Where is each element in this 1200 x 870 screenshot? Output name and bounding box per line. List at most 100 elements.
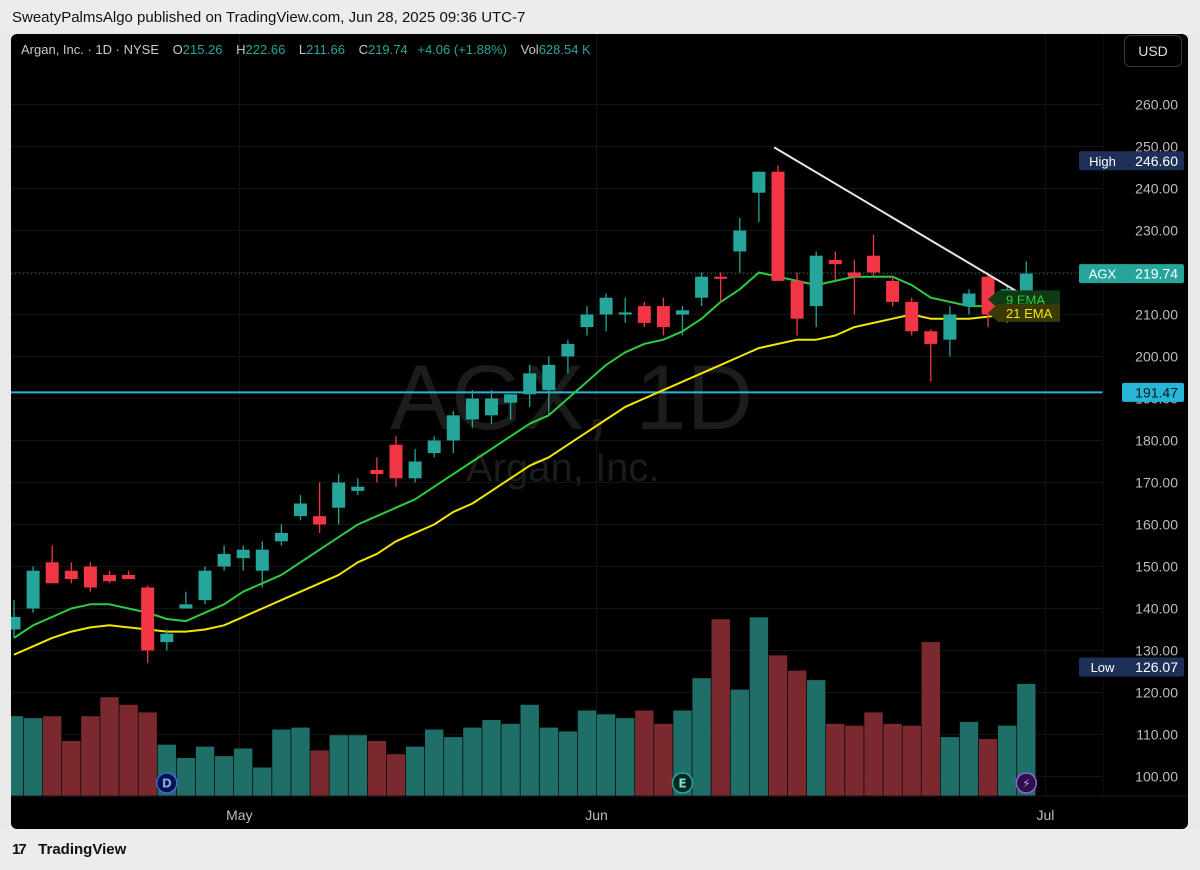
volume-bar — [272, 729, 291, 796]
price-tick-label: 230.00 — [1135, 223, 1178, 239]
volume-bar — [577, 710, 597, 796]
candle — [141, 585, 155, 664]
volume-bar — [807, 680, 826, 796]
price-marker-value: 219.74 — [1135, 266, 1178, 282]
candle-body — [752, 171, 766, 193]
volume-bar — [482, 720, 501, 796]
price-tick-label: 200.00 — [1135, 349, 1178, 365]
price-tick-label: 180.00 — [1135, 433, 1178, 449]
candle — [886, 276, 900, 307]
price-tick-label: 250.00 — [1135, 139, 1178, 155]
candle — [122, 570, 136, 580]
volume-bar — [730, 689, 749, 796]
volume-value: 628.54 K — [538, 42, 591, 57]
candle — [83, 562, 97, 592]
candle — [561, 339, 575, 374]
publisher-line: SweatyPalmsAlgo published on TradingView… — [12, 9, 526, 26]
close-label: C — [358, 42, 368, 57]
candle — [370, 457, 384, 483]
candle — [676, 306, 689, 336]
tradingview-brand[interactable]: 17 TradingView — [12, 841, 126, 858]
volume-bar — [749, 617, 769, 796]
candle — [905, 297, 919, 336]
candle-body — [867, 255, 880, 273]
candle — [752, 171, 766, 223]
price-tick-label: 260.00 — [1135, 97, 1178, 113]
candle-body — [504, 394, 518, 403]
candle-body — [274, 532, 288, 542]
volume-bar — [940, 737, 960, 796]
candle-body — [179, 604, 193, 609]
open-value: 215.26 — [182, 42, 223, 57]
volume-bar — [386, 754, 406, 796]
currency-button[interactable]: USD — [1124, 35, 1182, 67]
candle — [389, 436, 403, 487]
candle-body — [236, 549, 250, 559]
candle — [504, 394, 518, 420]
price-marker-label: AGX — [1089, 267, 1117, 282]
volume-bar — [425, 729, 444, 796]
high-value: 222.66 — [245, 42, 286, 57]
volume-bar — [845, 725, 864, 796]
event-marker: D — [156, 772, 178, 794]
price-marker-label: Low — [1091, 660, 1115, 675]
candle — [198, 566, 212, 605]
event-marker-letter: ⚡ — [1022, 777, 1030, 791]
candle-body — [198, 570, 212, 601]
candle-body — [790, 280, 804, 319]
volume-bar — [348, 735, 367, 796]
candle-body — [351, 486, 365, 491]
volume-bar — [291, 727, 310, 796]
candle — [867, 234, 880, 277]
volume-bar — [23, 718, 43, 796]
candle — [217, 545, 231, 571]
volume-bar — [921, 642, 940, 796]
candle — [427, 436, 441, 458]
candle — [828, 251, 842, 281]
candle — [790, 272, 804, 336]
candle-body — [217, 553, 231, 567]
candle — [26, 566, 40, 613]
candle-body — [26, 570, 40, 609]
candle-body — [886, 280, 900, 302]
volume-label: Vol — [520, 42, 539, 57]
chart-frame[interactable]: AGX, 1D Argan, Inc. 9 EMA 21 EMA D E ⚡ 260.00 25… — [11, 34, 1188, 829]
price-marker-box — [1122, 657, 1184, 677]
candle-body — [771, 171, 785, 281]
candle-body — [656, 306, 670, 328]
candle-body — [446, 415, 460, 441]
candle-body — [485, 398, 498, 416]
price-tick-label: 140.00 — [1135, 601, 1178, 617]
ema-label-text: 9 EMA — [1006, 292, 1045, 307]
candle-body — [981, 276, 995, 315]
candle — [45, 545, 59, 584]
volume-bar — [444, 737, 463, 796]
candle — [236, 545, 250, 571]
candle-body — [943, 314, 957, 340]
candles — [11, 165, 1033, 664]
price-tick-label: 240.00 — [1135, 181, 1178, 197]
low-value: 211.66 — [306, 42, 345, 57]
candle-body — [122, 574, 136, 580]
candle — [274, 524, 288, 546]
ema-label-box — [988, 303, 1060, 322]
volume-bar — [119, 704, 138, 796]
volume-bar — [405, 746, 425, 796]
volume-bar — [616, 718, 635, 796]
candle — [695, 272, 709, 307]
price-tick-label: 170.00 — [1135, 475, 1178, 491]
candle-body — [523, 373, 537, 395]
candle-body — [255, 549, 269, 571]
candle — [255, 541, 269, 588]
candle-body — [847, 272, 861, 277]
candle — [523, 364, 537, 407]
candle-body — [332, 482, 346, 508]
candle — [332, 474, 346, 525]
price-marker: AGX 219.74 — [1079, 264, 1184, 284]
price-tick-label: 120.00 — [1135, 685, 1178, 701]
candle-body — [924, 331, 938, 344]
candle — [924, 329, 938, 382]
volume-bar — [692, 678, 711, 796]
volume-bar — [81, 716, 100, 796]
